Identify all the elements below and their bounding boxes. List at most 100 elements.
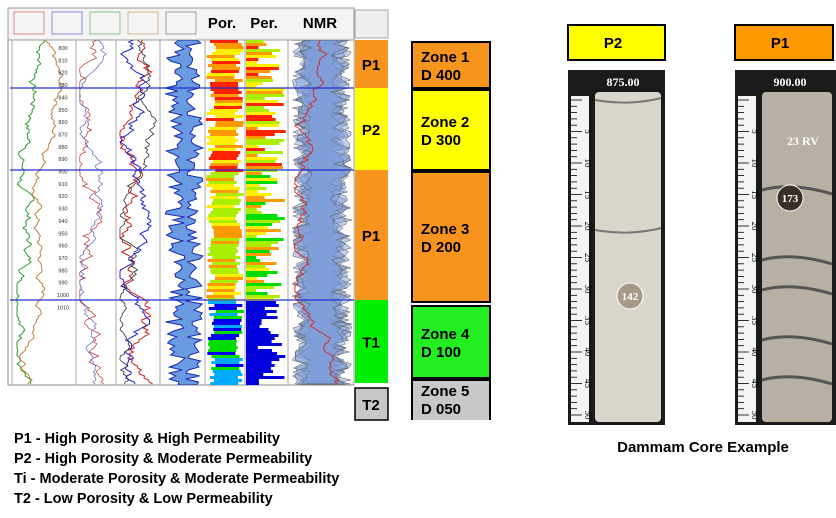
permeability-band bbox=[246, 316, 278, 319]
ruler-label: 20 bbox=[583, 222, 593, 232]
porosity-band bbox=[215, 364, 243, 367]
porosity-band bbox=[211, 361, 239, 364]
legend-item: Ti - Moderate Porosity & Moderate Permea… bbox=[14, 471, 339, 487]
permeability-band bbox=[246, 49, 280, 52]
permeability-band bbox=[246, 349, 272, 352]
depth-label: 950 bbox=[58, 231, 67, 237]
porosity-band bbox=[207, 73, 235, 76]
permeability-band bbox=[246, 259, 260, 262]
track-header: Per. bbox=[250, 15, 278, 32]
permeability-band bbox=[246, 187, 266, 190]
porosity-band bbox=[213, 319, 241, 322]
porosity-band bbox=[213, 292, 241, 295]
permeability-band bbox=[246, 157, 278, 160]
depth-label: 810 bbox=[58, 58, 67, 64]
porosity-band bbox=[210, 268, 238, 271]
porosity-band bbox=[211, 355, 239, 358]
permeability-band bbox=[246, 328, 268, 331]
zone-name: Zone 2 bbox=[421, 114, 469, 131]
permeability-band bbox=[246, 337, 275, 340]
track-header: Por. bbox=[208, 15, 236, 32]
porosity-band bbox=[212, 226, 240, 229]
permeability-band bbox=[246, 76, 272, 79]
permeability-band bbox=[246, 262, 277, 265]
permeability-band bbox=[246, 70, 270, 73]
permeability-band bbox=[246, 130, 286, 133]
permeability-band bbox=[246, 43, 266, 46]
porosity-band bbox=[208, 181, 236, 184]
porosity-band bbox=[206, 178, 234, 181]
legend-item: P2 - High Porosity & Moderate Permeabili… bbox=[14, 451, 312, 467]
core-label: P1 bbox=[771, 35, 789, 52]
ruler-label: 15 bbox=[583, 190, 593, 200]
permeability-band bbox=[246, 241, 278, 244]
permeability-band bbox=[246, 100, 278, 103]
permeability-band bbox=[246, 154, 258, 157]
porosity-band bbox=[210, 163, 238, 166]
porosity-band bbox=[212, 256, 240, 259]
permeability-band bbox=[246, 304, 279, 307]
ruler-label: 35 bbox=[583, 316, 593, 326]
figure: Por. Per. NMR P1P2P1T1T2 Zone 1D 400Zone… bbox=[0, 0, 836, 513]
porosity-band bbox=[211, 70, 239, 73]
permeability-band bbox=[246, 160, 276, 163]
permeability-band bbox=[246, 193, 271, 196]
porosity-band bbox=[210, 250, 238, 253]
porosity-band bbox=[210, 190, 238, 193]
depth-label: 820 bbox=[58, 71, 67, 77]
porosity-band bbox=[215, 124, 243, 127]
caption: Dammam Core Example bbox=[617, 439, 789, 456]
permeability-band bbox=[246, 166, 283, 169]
permeability-band bbox=[246, 40, 264, 43]
permeability-band bbox=[246, 376, 284, 379]
permeability-band bbox=[246, 127, 258, 130]
porosity-band bbox=[211, 241, 239, 244]
permeability-band bbox=[246, 355, 285, 358]
ruler-label: 40 bbox=[750, 348, 760, 358]
depth-label: 980 bbox=[58, 268, 67, 274]
permeability-band bbox=[246, 247, 279, 250]
permeability-band bbox=[246, 172, 262, 175]
permeability-band bbox=[246, 382, 259, 385]
permeability-band bbox=[246, 268, 269, 271]
permeability-band bbox=[246, 181, 277, 184]
porosity-band bbox=[214, 325, 242, 328]
permeability-band bbox=[246, 109, 269, 112]
permeability-band bbox=[246, 145, 259, 148]
permeability-band bbox=[246, 277, 257, 280]
porosity-band bbox=[215, 277, 243, 280]
permeability-band bbox=[246, 250, 270, 253]
porosity-band bbox=[214, 229, 242, 232]
porosity-band bbox=[214, 43, 242, 46]
porosity-band bbox=[213, 208, 241, 211]
permeability-band bbox=[246, 367, 271, 370]
permeability-band bbox=[246, 136, 265, 139]
zone-depth: D 050 bbox=[421, 401, 461, 418]
permeability-band bbox=[246, 244, 271, 247]
permeability-band bbox=[246, 307, 265, 310]
porosity-band bbox=[208, 286, 236, 289]
porosity-band bbox=[213, 370, 241, 373]
porosity-band bbox=[214, 316, 242, 319]
core-mark: 23 RV bbox=[787, 134, 819, 148]
porosity-band bbox=[206, 118, 234, 121]
permeability-band bbox=[246, 379, 259, 382]
permeability-band bbox=[246, 118, 276, 121]
porosity-band bbox=[207, 136, 235, 139]
depth-label: 900 bbox=[58, 170, 67, 176]
porosity-band bbox=[209, 340, 237, 343]
legend-item: T2 - Low Porosity & Low Permeability bbox=[14, 491, 273, 507]
permeability-band bbox=[246, 286, 274, 289]
depth-label: 840 bbox=[58, 95, 67, 101]
permeability-band bbox=[246, 208, 257, 211]
ruler-label: 30 bbox=[583, 285, 593, 295]
permeability-band bbox=[246, 253, 271, 256]
porosity-band bbox=[207, 289, 235, 292]
permeability-band bbox=[246, 178, 277, 181]
permeability-band bbox=[246, 358, 279, 361]
sample-number: 142 bbox=[622, 291, 639, 303]
page: Por. Per. NMR P1P2P1T1T2 Zone 1D 400Zone… bbox=[0, 0, 836, 513]
depth-label: 960 bbox=[58, 244, 67, 250]
porosity-band bbox=[207, 142, 235, 145]
permeability-band bbox=[246, 214, 277, 217]
